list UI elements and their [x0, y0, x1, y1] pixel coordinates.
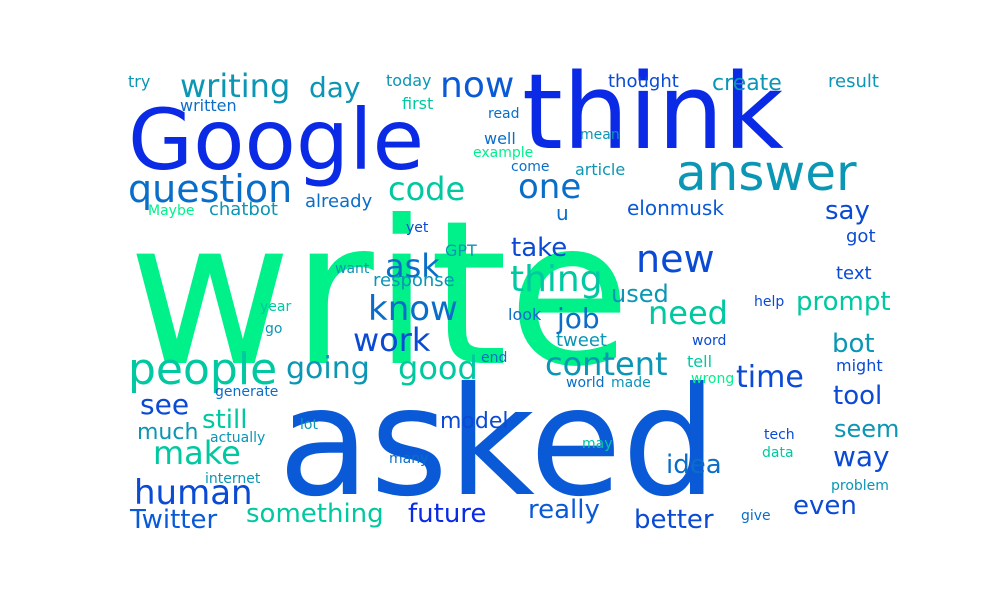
word-first: first — [402, 94, 434, 113]
word-people: people — [128, 344, 278, 395]
word-good: good — [398, 349, 478, 387]
word-ask: ask — [385, 247, 440, 285]
word-chatbot: chatbot — [209, 199, 278, 220]
word-answer: answer — [676, 144, 857, 202]
word-think: think — [522, 51, 784, 173]
word-new: new — [636, 237, 715, 281]
word-gpt: GPT — [445, 241, 477, 260]
word-text: text — [836, 263, 872, 284]
word-used: used — [611, 280, 669, 308]
word-something: something — [246, 499, 384, 529]
word-may: may — [582, 436, 613, 452]
word-better: better — [634, 505, 714, 535]
word-day: day — [309, 71, 361, 104]
word-got: got — [846, 226, 876, 247]
word-human: human — [134, 473, 253, 513]
word-really: really — [528, 495, 600, 525]
word-write: write — [128, 178, 631, 411]
word-create: create — [712, 71, 782, 96]
word-time: time — [736, 360, 804, 395]
word-prompt: prompt — [796, 287, 891, 317]
word-thought: thought — [608, 71, 679, 92]
word-even: even — [793, 491, 857, 521]
word-one: one — [518, 167, 582, 207]
word-say: say — [825, 196, 870, 226]
word-lot: lot — [300, 417, 318, 433]
word-actually: actually — [210, 430, 266, 446]
word-mean: mean — [580, 127, 620, 143]
word-asked: asked — [278, 356, 718, 530]
word-twitter: Twitter — [130, 505, 218, 535]
word-might: might — [836, 356, 883, 375]
word-world: world — [566, 375, 605, 391]
word-come: come — [511, 159, 550, 175]
word-generate: generate — [215, 384, 279, 400]
word-give: give — [741, 508, 771, 524]
word-still: still — [202, 405, 248, 435]
word-made: made — [611, 375, 651, 391]
word-work: work — [353, 321, 431, 359]
word-end: end — [481, 350, 508, 366]
word-thing: thing — [510, 259, 603, 300]
word-well: well — [484, 129, 516, 148]
word-many: many — [389, 451, 429, 467]
word-tweet: tweet — [556, 330, 607, 351]
word-model: model — [440, 409, 509, 434]
word-need: need — [648, 294, 728, 332]
word-wrong: wrong — [691, 371, 735, 387]
word-article: article — [575, 160, 626, 179]
word-job: job — [557, 302, 600, 335]
word-bot: bot — [832, 329, 875, 359]
word-internet: internet — [205, 471, 261, 487]
word-see: see — [140, 388, 190, 421]
word-question: question — [128, 167, 293, 211]
word-now: now — [440, 65, 515, 106]
word-yet: yet — [406, 220, 429, 236]
word-way: way — [833, 440, 890, 473]
word-already: already — [305, 191, 373, 212]
word-writing: writing — [180, 67, 291, 105]
word-content: content — [545, 345, 668, 383]
word-code: code — [388, 170, 466, 208]
word-idea: idea — [666, 450, 722, 480]
word-tell: tell — [687, 352, 713, 371]
word-tool: tool — [833, 381, 883, 411]
word-seem: seem — [834, 415, 900, 443]
word-problem: problem — [831, 478, 889, 494]
word-maybe: Maybe — [148, 203, 195, 219]
word-try: try — [128, 72, 151, 91]
word-going: going — [286, 351, 370, 386]
word-response: response — [373, 270, 455, 291]
word-year: year — [260, 299, 292, 315]
word-read: read — [488, 106, 520, 122]
word-future: future — [408, 499, 487, 529]
word-result: result — [828, 71, 879, 92]
word-take: take — [511, 233, 568, 263]
word-look: look — [508, 305, 542, 324]
word-make: make — [153, 434, 241, 472]
word-word: word — [692, 333, 727, 349]
word-much: much — [137, 420, 199, 445]
word-know: know — [368, 289, 458, 329]
word-go: go — [265, 321, 283, 337]
word-example: example — [473, 145, 534, 161]
word-u: u — [556, 201, 569, 225]
word-help: help — [754, 294, 785, 310]
word-elonmusk: elonmusk — [627, 196, 724, 220]
word-google: Google — [128, 91, 425, 189]
word-want: want — [335, 261, 370, 277]
word-written: written — [180, 96, 237, 115]
word-today: today — [386, 71, 432, 90]
word-data: data — [762, 445, 794, 461]
word-tech: tech — [764, 427, 795, 443]
